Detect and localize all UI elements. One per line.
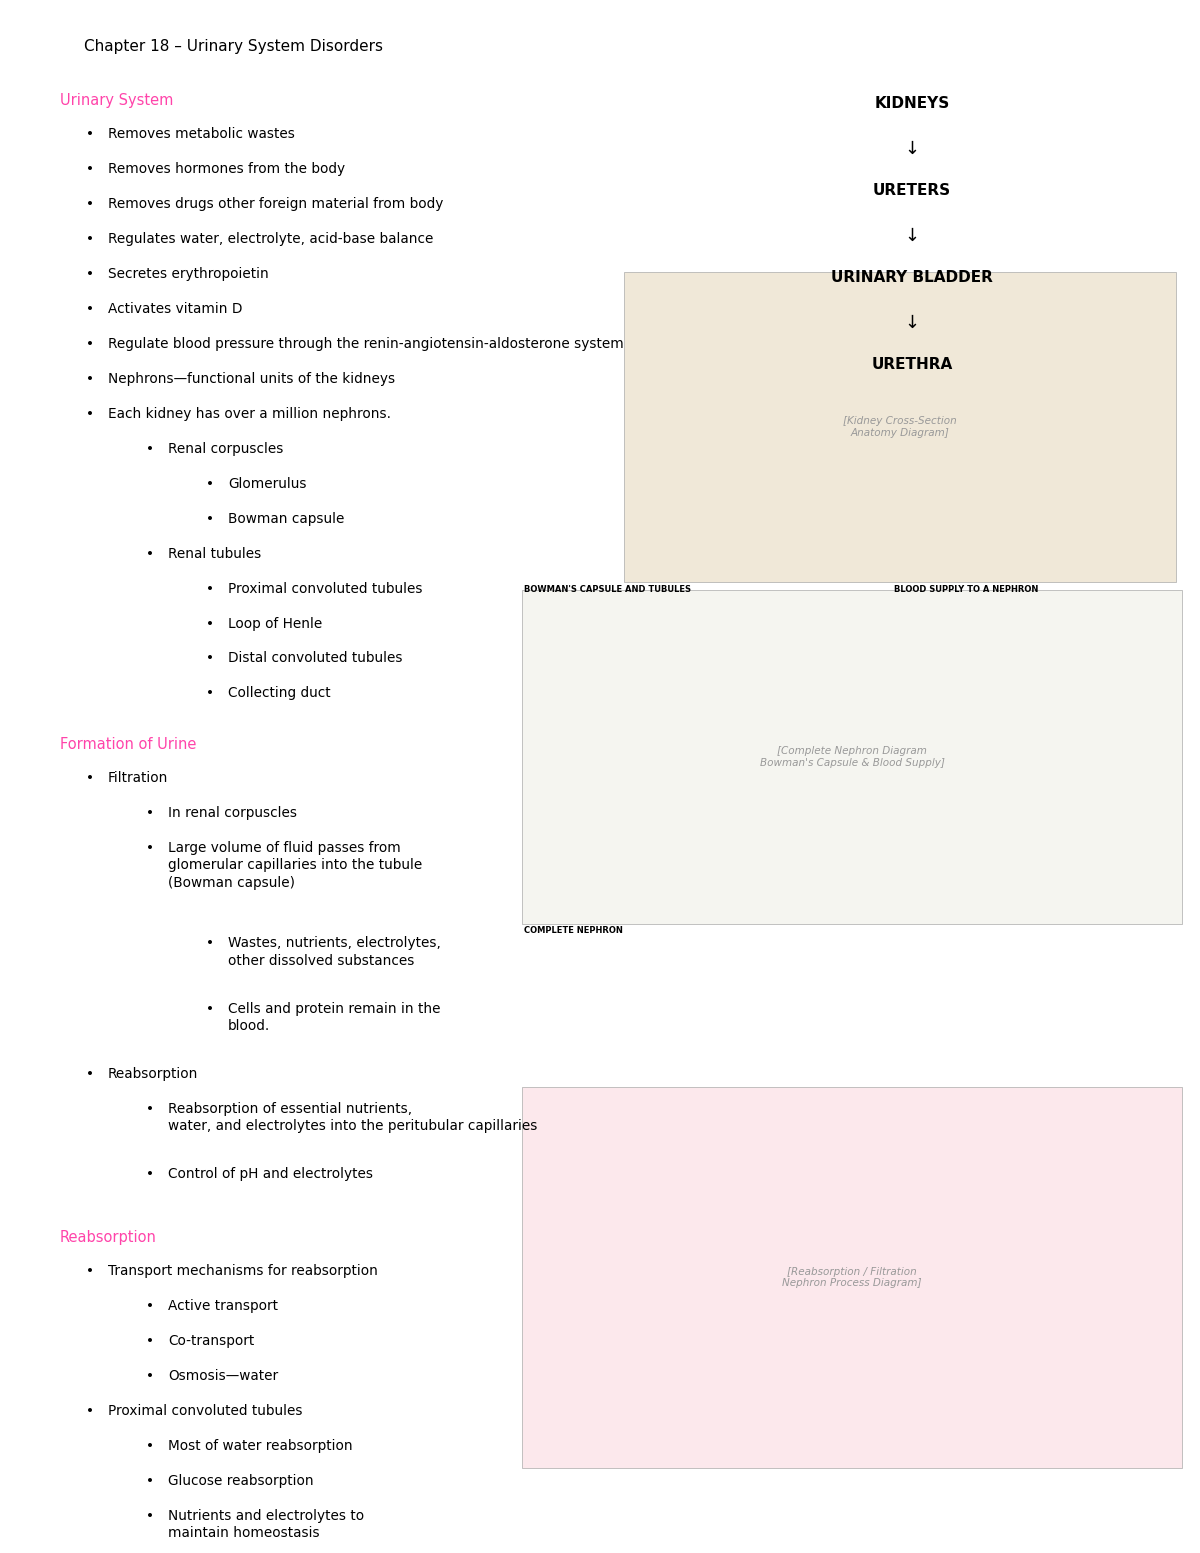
Text: ↓: ↓ [905,314,919,332]
Text: •: • [206,617,215,631]
Text: •: • [86,163,95,177]
Text: Active transport: Active transport [168,1298,278,1314]
Text: •: • [146,806,155,820]
Text: Co-transport: Co-transport [168,1334,254,1348]
Text: Renal corpuscles: Renal corpuscles [168,441,283,457]
Text: •: • [206,511,215,526]
Text: [Complete Nephron Diagram
Bowman's Capsule & Blood Supply]: [Complete Nephron Diagram Bowman's Capsu… [760,747,944,767]
Bar [624,272,1176,582]
Text: Control of pH and electrolytes: Control of pH and electrolytes [168,1166,373,1182]
Text: URINARY BLADDER: URINARY BLADDER [832,270,992,286]
Text: •: • [146,1166,155,1182]
Text: •: • [206,1002,215,1016]
Text: Nephrons—functional units of the kidneys: Nephrons—functional units of the kidneys [108,371,395,387]
Text: COMPLETE NEPHRON: COMPLETE NEPHRON [524,926,623,935]
Text: Transport mechanisms for reabsorption: Transport mechanisms for reabsorption [108,1264,378,1278]
Text: BLOOD SUPPLY TO A NEPHRON: BLOOD SUPPLY TO A NEPHRON [894,585,1038,595]
Text: •: • [146,1368,155,1384]
Text: Osmosis—water: Osmosis—water [168,1368,278,1384]
Text: Glucose reabsorption: Glucose reabsorption [168,1474,313,1488]
Text: Secretes erythropoietin: Secretes erythropoietin [108,267,269,281]
Text: •: • [146,1101,155,1117]
Text: •: • [206,581,215,596]
Text: Large volume of fluid passes from
glomerular capillaries into the tubule
(Bowman: Large volume of fluid passes from glomer… [168,840,422,890]
Text: Proximal convoluted tubules: Proximal convoluted tubules [108,1404,302,1418]
Text: •: • [86,337,95,351]
Text: Collecting duct: Collecting duct [228,686,331,700]
Text: Activates vitamin D: Activates vitamin D [108,301,242,317]
Text: •: • [86,127,95,141]
Text: •: • [206,686,215,700]
Text: Loop of Henle: Loop of Henle [228,617,323,631]
Text: •: • [86,197,95,211]
Text: Removes drugs other foreign material from body: Removes drugs other foreign material fro… [108,197,443,211]
Text: •: • [206,477,215,491]
Text: Regulates water, electrolyte, acid-base balance: Regulates water, electrolyte, acid-base … [108,231,433,247]
Text: •: • [86,371,95,387]
Text: Most of water reabsorption: Most of water reabsorption [168,1438,353,1454]
Text: •: • [86,770,95,786]
Text: •: • [146,840,155,856]
Text: •: • [206,651,215,666]
Text: •: • [86,1067,95,1081]
Text: URETHRA: URETHRA [871,357,953,373]
Text: Glomerulus: Glomerulus [228,477,306,491]
Text: ↓: ↓ [905,227,919,245]
Text: [Kidney Cross-Section
Anatomy Diagram]: [Kidney Cross-Section Anatomy Diagram] [844,416,956,438]
Text: •: • [146,547,155,561]
Text: Renal tubules: Renal tubules [168,547,262,561]
Text: •: • [146,1474,155,1488]
Text: URETERS: URETERS [872,183,952,199]
Text: •: • [86,407,95,421]
Text: Bowman capsule: Bowman capsule [228,511,344,526]
Text: Removes metabolic wastes: Removes metabolic wastes [108,127,295,141]
Text: Proximal convoluted tubules: Proximal convoluted tubules [228,581,422,596]
Text: Removes hormones from the body: Removes hormones from the body [108,163,346,177]
Text: Filtration: Filtration [108,770,168,786]
Text: •: • [86,267,95,281]
Text: Urinary System: Urinary System [60,93,173,109]
Text: KIDNEYS: KIDNEYS [875,96,949,112]
Text: Each kidney has over a million nephrons.: Each kidney has over a million nephrons. [108,407,391,421]
Text: Distal convoluted tubules: Distal convoluted tubules [228,651,402,666]
Text: •: • [86,1264,95,1278]
Text: Regulate blood pressure through the renin-angiotensin-aldosterone system: Regulate blood pressure through the reni… [108,337,624,351]
Text: BOWMAN'S CAPSULE AND TUBULES: BOWMAN'S CAPSULE AND TUBULES [524,585,691,595]
Text: •: • [146,1438,155,1454]
Text: In renal corpuscles: In renal corpuscles [168,806,298,820]
Text: Chapter 18 – Urinary System Disorders: Chapter 18 – Urinary System Disorders [84,39,383,54]
Text: [Reabsorption / Filtration
Nephron Process Diagram]: [Reabsorption / Filtration Nephron Proce… [782,1267,922,1287]
Text: •: • [206,936,215,950]
Text: Reabsorption: Reabsorption [60,1230,157,1246]
Text: •: • [146,1298,155,1314]
Text: ↓: ↓ [905,140,919,158]
Text: Nutrients and electrolytes to
maintain homeostasis: Nutrients and electrolytes to maintain h… [168,1508,364,1541]
Text: •: • [146,1508,155,1523]
Text: Wastes, nutrients, electrolytes,
other dissolved substances: Wastes, nutrients, electrolytes, other d… [228,936,440,968]
Text: •: • [146,1334,155,1348]
Text: •: • [86,231,95,247]
Text: Cells and protein remain in the
blood.: Cells and protein remain in the blood. [228,1002,440,1033]
Text: •: • [86,1404,95,1418]
Text: •: • [86,301,95,317]
Text: Reabsorption: Reabsorption [108,1067,198,1081]
Text: Reabsorption of essential nutrients,
water, and electrolytes into the peritubula: Reabsorption of essential nutrients, wat… [168,1101,538,1134]
Text: •: • [146,441,155,457]
Text: Formation of Urine: Formation of Urine [60,736,197,752]
Bar [522,590,1182,924]
Bar [522,1087,1182,1468]
